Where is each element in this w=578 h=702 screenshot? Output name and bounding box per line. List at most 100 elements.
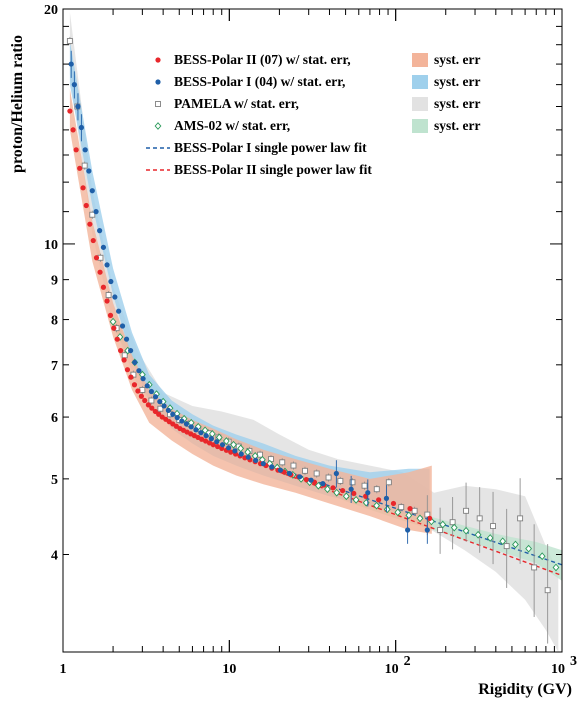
bess-polar-i-point	[365, 490, 371, 496]
bess-polar-ii-point	[210, 442, 216, 448]
ams02-point	[450, 523, 458, 532]
pamela-point	[89, 211, 96, 218]
bess-polar-ii-point	[203, 438, 209, 444]
syst-band	[69, 41, 430, 515]
bess-polar-ii-point	[407, 506, 413, 512]
ams02-point	[474, 530, 482, 539]
bess-polar-i-point	[214, 439, 220, 445]
ams02-point	[383, 505, 391, 514]
bess-polar-i-point	[128, 347, 134, 354]
legend-syst-label: syst. err	[434, 74, 480, 89]
pamela-point	[398, 504, 405, 511]
ams02-point	[230, 440, 237, 449]
x-tick-exponent: 3	[570, 654, 577, 669]
bess-polar-ii-point	[70, 127, 76, 133]
legend-syst-swatch	[412, 53, 428, 67]
bess-polar-ii-point	[142, 397, 148, 404]
legend-label: AMS-02 w/ stat. err,	[174, 118, 290, 133]
bess-polar-i-point	[75, 103, 81, 110]
bess-polar-ii-point	[107, 312, 114, 318]
ams02-point	[439, 520, 447, 529]
syst-band	[69, 88, 432, 534]
bess-polar-ii-point	[149, 405, 155, 411]
pamela-point	[139, 386, 146, 393]
x-tick-label: 10	[385, 662, 399, 677]
ams02-point	[324, 485, 331, 494]
ams02-point	[352, 495, 360, 504]
bess-polar-ii-point	[135, 388, 141, 394]
pamela-point	[105, 292, 112, 299]
ams02-point	[512, 540, 519, 549]
bess-polar-i-point	[136, 368, 142, 374]
bess-polar-i-point	[174, 415, 180, 421]
legend-label: BESS-Polar II single power law fit	[174, 162, 372, 177]
ams02-point	[342, 492, 350, 501]
bess-polar-ii-point	[131, 382, 138, 388]
pamela-point	[337, 477, 344, 484]
pamela-point	[349, 479, 356, 486]
bess-polar-i-point	[157, 399, 163, 405]
bess-polar-i-point	[68, 61, 74, 67]
bess-polar-i-point	[144, 383, 150, 389]
bess-polar-i-point	[348, 486, 354, 492]
pamela-point	[257, 451, 264, 458]
bess-polar-i-point	[86, 168, 92, 174]
pamela-point	[302, 467, 308, 474]
bess-polar-i-point	[140, 376, 146, 382]
bess-polar-ii-point	[87, 221, 93, 227]
bess-polar-i-point	[112, 294, 118, 300]
ams02-point	[552, 563, 560, 572]
syst-band	[69, 12, 559, 652]
pamela-point	[531, 564, 538, 571]
bess-polar-ii-point	[124, 367, 131, 373]
legend-marker	[155, 57, 161, 63]
pamela-point	[373, 486, 380, 493]
bess-polar-i-point	[183, 421, 190, 427]
bess-polar-ii-point	[93, 255, 100, 261]
pamela-point	[463, 507, 470, 514]
y-tick-label: 20	[44, 3, 58, 18]
bess-polar-i-point	[232, 448, 238, 454]
pamela-point	[148, 397, 155, 404]
ams02-point	[525, 544, 533, 553]
ams02-point	[416, 514, 424, 523]
pamela-point	[449, 519, 456, 526]
bess-polar-i-point	[245, 454, 251, 460]
syst-bands	[69, 12, 562, 652]
x-tick-label: 1	[60, 662, 67, 677]
ams02-point	[215, 433, 223, 442]
ams02-point	[109, 317, 117, 326]
y-tick-label: 7	[51, 359, 58, 374]
bess-polar-ii-point	[303, 476, 309, 483]
bess-polar-i-point	[405, 527, 411, 533]
x-tick-label: 10	[551, 662, 565, 677]
bess-polar-i-point	[104, 262, 110, 268]
bess-polar-i-point	[116, 308, 122, 314]
pamela-point	[385, 479, 392, 486]
legend-label: BESS-Polar I single power law fit	[174, 140, 367, 155]
bess-polar-ii-point	[73, 147, 79, 153]
x-axis-label: Rigidity (GV)	[478, 681, 572, 698]
bess-polar-ii-point	[77, 165, 83, 171]
bess-polar-i-point	[424, 527, 430, 533]
pamela-point	[121, 352, 128, 359]
pamela-point	[313, 470, 320, 477]
pamela-point	[157, 405, 164, 412]
pamela-point	[290, 462, 297, 469]
pamela-point	[544, 587, 551, 594]
bess-polar-ii-point	[199, 436, 205, 442]
bess-polar-i-point	[208, 436, 214, 442]
bess-polar-i-point	[148, 388, 155, 395]
bess-polar-i-point	[260, 461, 266, 467]
bess-polar-ii-point	[114, 336, 120, 342]
ams02-point	[373, 501, 380, 510]
ams02-point	[486, 534, 494, 542]
legend-syst-swatch	[412, 75, 428, 89]
bess-polar-ii-point	[228, 449, 234, 455]
pamela-point	[490, 523, 496, 530]
legend-syst-label: syst. err	[434, 118, 480, 133]
bess-polar-ii-point	[128, 374, 134, 380]
bess-polar-i-point	[152, 394, 159, 400]
pamela-point	[81, 162, 88, 169]
